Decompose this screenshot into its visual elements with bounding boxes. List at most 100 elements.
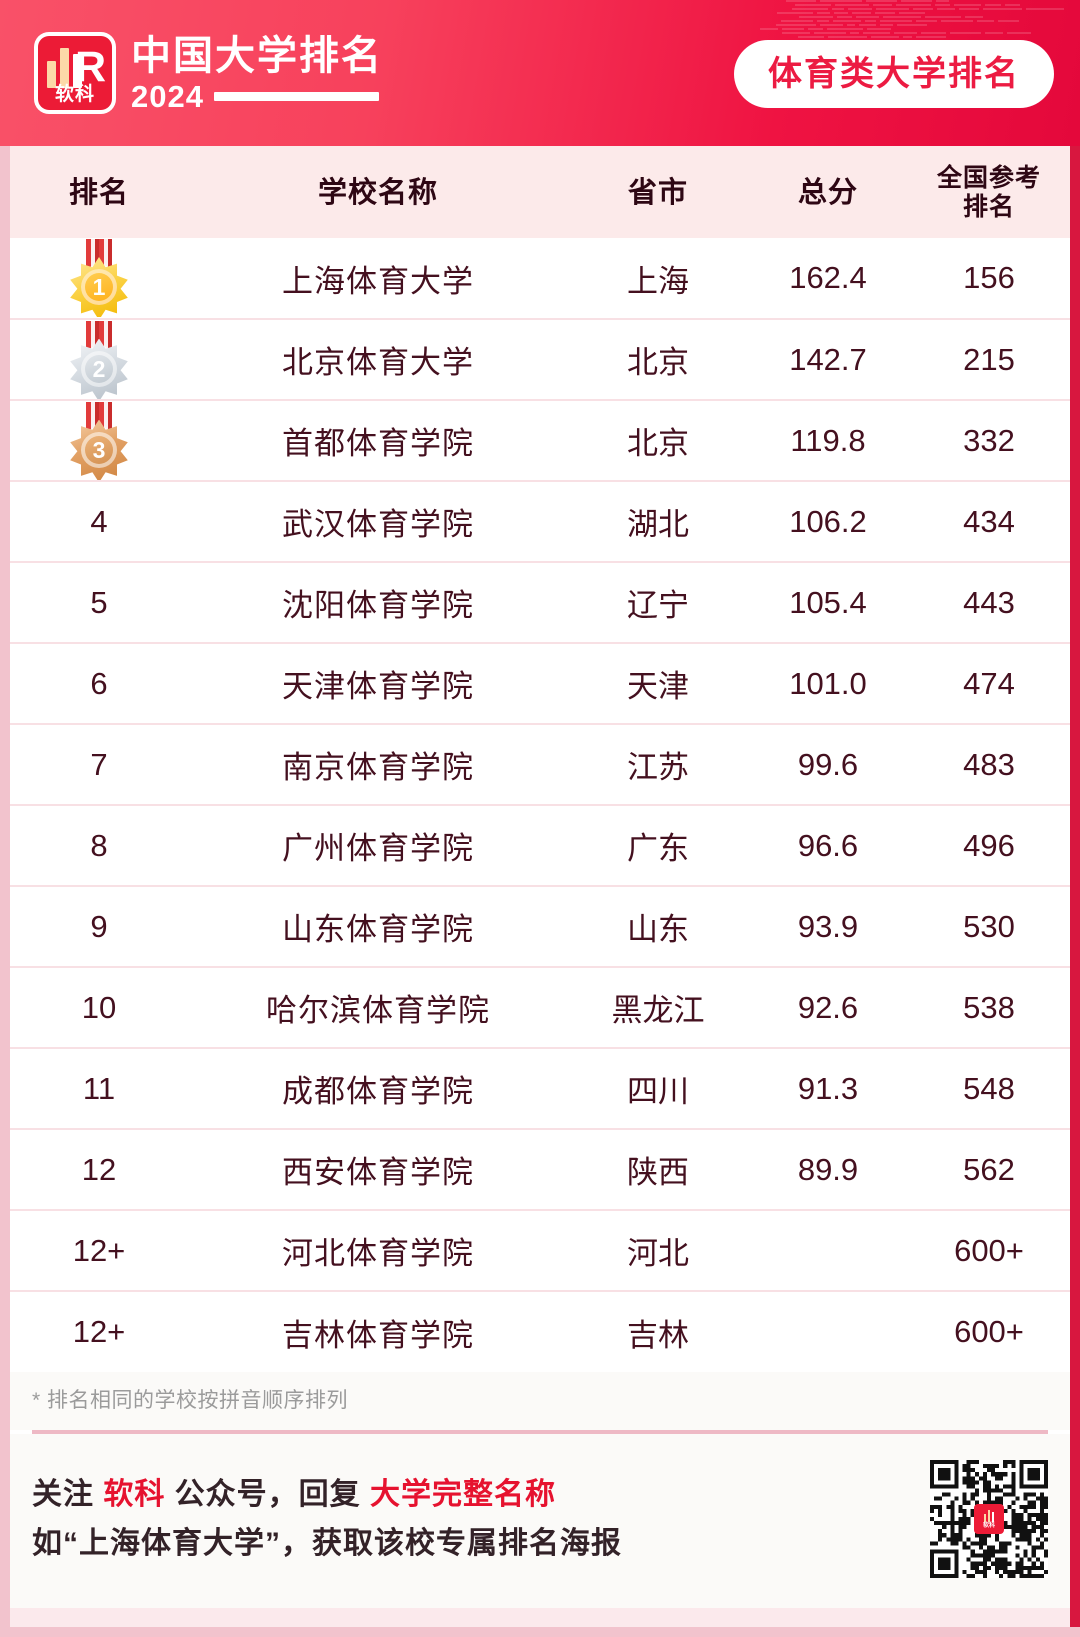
table-row: 8 广州体育学院 广东 96.6 496 bbox=[10, 804, 1070, 886]
table-header: 排名 学校名称 省市 总分 全国参考 排名 bbox=[10, 146, 1070, 238]
cell-school-name: 成都体育学院 bbox=[188, 1047, 568, 1129]
cell-score: 91.3 bbox=[748, 1047, 908, 1129]
cell-national-rank: 156 bbox=[908, 238, 1070, 319]
column-header-rank: 排名 bbox=[10, 146, 188, 238]
cell-score: 119.8 bbox=[748, 399, 908, 481]
letter-r-icon: R bbox=[74, 43, 106, 91]
column-header-name: 学校名称 bbox=[188, 146, 568, 238]
column-header-national-rank: 全国参考 排名 bbox=[908, 146, 1070, 238]
cell-score: 101.0 bbox=[748, 642, 908, 724]
footnote: * 排名相同的学校按拼音顺序排列 bbox=[10, 1372, 1070, 1430]
poster-title: 中国大学排名 bbox=[131, 33, 383, 78]
cell-school-name: 南京体育学院 bbox=[188, 723, 568, 805]
cell-rank: 6 bbox=[10, 642, 188, 724]
cell-national-rank: 600+ bbox=[908, 1209, 1070, 1291]
cell-score: 105.4 bbox=[748, 561, 908, 643]
footer-text-b: 公众号，回复 bbox=[165, 1477, 371, 1511]
ranking-table: 排名 学校名称 省市 总分 全国参考 排名 1 上海体育大学 上海 162.4 156 2… bbox=[10, 146, 1070, 1372]
cell-national-rank: 538 bbox=[908, 966, 1070, 1048]
cell-score: 93.9 bbox=[748, 885, 908, 967]
table-row: 10 哈尔滨体育学院 黑龙江 92.6 538 bbox=[10, 966, 1070, 1048]
cell-school-name: 河北体育学院 bbox=[188, 1209, 568, 1291]
table-row: 12+ 河北体育学院 河北 600+ bbox=[10, 1209, 1070, 1291]
cell-rank: 7 bbox=[10, 723, 188, 805]
medal-rank-number: 2 bbox=[81, 350, 117, 387]
right-edge-strip bbox=[1070, 146, 1080, 1637]
cell-national-rank: 215 bbox=[908, 318, 1070, 400]
cell-national-rank: 434 bbox=[908, 480, 1070, 562]
cell-school-name: 上海体育大学 bbox=[188, 238, 568, 319]
table-row: 12 西安体育学院 陕西 89.9 562 bbox=[10, 1128, 1070, 1210]
cell-province: 江苏 bbox=[568, 723, 748, 805]
qr-center-logo-icon: 软科 bbox=[974, 1504, 1004, 1534]
qr-code[interactable]: 软科 bbox=[930, 1460, 1048, 1578]
brand-lockup: R 软科 中国大学排名 2024 bbox=[34, 32, 383, 114]
cell-rank: 12+ bbox=[10, 1209, 188, 1291]
poster-header: R 软科 中国大学排名 2024 体育类大学排名 bbox=[0, 0, 1080, 146]
cell-province: 山东 bbox=[568, 885, 748, 967]
cell-rank: 10 bbox=[10, 966, 188, 1048]
medal-gold-icon: 1 bbox=[63, 239, 135, 317]
cell-province: 四川 bbox=[568, 1047, 748, 1129]
cell-province: 北京 bbox=[568, 318, 748, 400]
cell-rank: 12+ bbox=[10, 1290, 188, 1372]
cell-province: 吉林 bbox=[568, 1290, 748, 1372]
poster-footer: 关注 软科 公众号，回复 大学完整名称 如“上海体育大学”，获取该校专属排名海报… bbox=[10, 1434, 1070, 1608]
cell-province: 广东 bbox=[568, 804, 748, 886]
cell-national-rank: 496 bbox=[908, 804, 1070, 886]
cell-province: 辽宁 bbox=[568, 561, 748, 643]
table-body: 1 上海体育大学 上海 162.4 156 2 北京体育大学 北京 142.7 215 3 首都体育学… bbox=[10, 238, 1070, 1372]
footer-divider bbox=[32, 1430, 1048, 1434]
qr-logo-label: 软科 bbox=[982, 1522, 995, 1529]
cell-score: 162.4 bbox=[748, 238, 908, 319]
cell-national-rank: 332 bbox=[908, 399, 1070, 481]
cell-rank: 5 bbox=[10, 561, 188, 643]
cell-school-name: 广州体育学院 bbox=[188, 804, 568, 886]
medal-star-icon: 2 bbox=[69, 338, 129, 399]
cell-rank: 2 bbox=[10, 318, 188, 400]
cell-province: 湖北 bbox=[568, 480, 748, 562]
cell-school-name: 首都体育学院 bbox=[188, 399, 568, 481]
cell-school-name: 天津体育学院 bbox=[188, 642, 568, 724]
bottom-edge-strip bbox=[0, 1627, 1080, 1637]
cell-score: 142.7 bbox=[748, 318, 908, 400]
cell-province: 北京 bbox=[568, 399, 748, 481]
title-underline-rule bbox=[213, 92, 379, 101]
cell-score bbox=[748, 1290, 908, 1372]
cell-school-name: 武汉体育学院 bbox=[188, 480, 568, 562]
footer-text-a: 关注 bbox=[32, 1477, 104, 1511]
cell-score: 96.6 bbox=[748, 804, 908, 886]
cell-school-name: 沈阳体育学院 bbox=[188, 561, 568, 643]
logo-label: 软科 bbox=[54, 84, 95, 105]
cell-school-name: 哈尔滨体育学院 bbox=[188, 966, 568, 1048]
table-row: 2 北京体育大学 北京 142.7 215 bbox=[10, 318, 1070, 400]
cell-score: 89.9 bbox=[748, 1128, 908, 1210]
column-header-national-rank-line1: 全国参考 bbox=[936, 164, 1041, 192]
footer-highlight-keyword: 大学完整名称 bbox=[370, 1477, 557, 1511]
column-header-province: 省市 bbox=[568, 146, 748, 238]
table-row: 3 首都体育学院 北京 119.8 332 bbox=[10, 399, 1070, 481]
cell-province: 陕西 bbox=[568, 1128, 748, 1210]
footer-highlight-brand: 软科 bbox=[103, 1477, 166, 1511]
footer-line-2: 如“上海体育大学”，获取该校专属排名海报 bbox=[32, 1526, 622, 1560]
cell-province: 河北 bbox=[568, 1209, 748, 1291]
cell-rank: 9 bbox=[10, 885, 188, 967]
cell-national-rank: 443 bbox=[908, 561, 1070, 643]
category-badge-label: 体育类大学排名 bbox=[768, 55, 1020, 93]
medal-star-icon: 1 bbox=[69, 257, 129, 317]
table-row: 5 沈阳体育学院 辽宁 105.4 443 bbox=[10, 561, 1070, 643]
cell-national-rank: 530 bbox=[908, 885, 1070, 967]
cell-score: 99.6 bbox=[748, 723, 908, 805]
cell-national-rank: 548 bbox=[908, 1047, 1070, 1129]
cell-rank: 8 bbox=[10, 804, 188, 886]
cell-school-name: 山东体育学院 bbox=[188, 885, 568, 967]
cell-score: 92.6 bbox=[748, 966, 908, 1048]
medal-rank-number: 3 bbox=[81, 431, 117, 468]
table-row: 12+ 吉林体育学院 吉林 600+ bbox=[10, 1290, 1070, 1372]
category-badge: 体育类大学排名 bbox=[734, 40, 1054, 108]
cell-score bbox=[748, 1209, 908, 1291]
cell-province: 上海 bbox=[568, 238, 748, 319]
medal-rank-number: 1 bbox=[81, 269, 117, 305]
ranking-card: 排名 学校名称 省市 总分 全国参考 排名 1 上海体育大学 上海 162.4 156 2… bbox=[10, 146, 1070, 1608]
left-edge-strip bbox=[0, 146, 10, 1637]
